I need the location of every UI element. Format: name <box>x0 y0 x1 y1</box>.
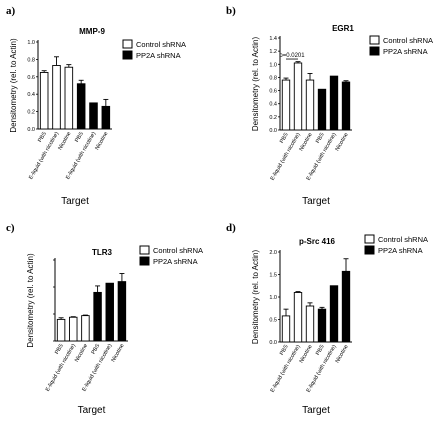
bar <box>52 65 61 130</box>
x-tick-label: PBS <box>54 343 65 356</box>
chart-title: EGR1 <box>332 24 354 33</box>
chart-title: MMP-9 <box>79 27 105 36</box>
legend-swatch <box>139 245 150 255</box>
y-tick-label: 0.0 <box>269 340 277 346</box>
bar <box>305 305 315 343</box>
legend-swatch <box>122 39 133 49</box>
x-tick-label: PBS <box>315 344 326 357</box>
x-axis-label: Target <box>78 405 106 416</box>
bar <box>105 282 114 342</box>
panel-label: b) <box>226 5 236 17</box>
legend-label: PP2A shRNA <box>136 51 181 60</box>
bar <box>101 105 111 130</box>
chart-mmp9: MMP-9 0.0 0.2 0.4 0.6 0.8 1.0 Densitometry (rel… <box>9 27 186 207</box>
legend-label: Control shRNA <box>378 235 428 244</box>
chart-egr1: EGR1 0.0 0.2 0.4 0.6 0.8 1.0 1.2 1.4 Densitometry… <box>251 24 433 207</box>
y-tick-label: 0.6 <box>269 89 277 95</box>
y-tick-label: 0.4 <box>27 92 35 98</box>
legend-swatch <box>369 35 380 45</box>
chart-psrc416: p-Src 416 0.0 0.5 1.0 1.5 2.0 Densitometry (re… <box>251 234 428 416</box>
legend-label: Control shRNA <box>383 36 433 45</box>
legend-swatch <box>369 46 380 56</box>
panel-label: d) <box>226 222 236 234</box>
panel-b: b) EGR1 0.0 0.2 0.4 0.6 0.8 1.0 1.2 1.4 Densitome… <box>220 0 440 209</box>
x-tick-label: PBS <box>279 132 290 145</box>
y-tick-label: 0.5 <box>269 318 277 324</box>
chart-title: TLR3 <box>92 248 113 257</box>
bar <box>89 102 98 130</box>
bar <box>281 315 291 343</box>
bar <box>64 66 74 130</box>
y-tick-label: 0.0 <box>27 127 35 133</box>
y-tick-label: 1.5 <box>269 273 277 279</box>
bar <box>341 81 351 131</box>
legend-label: PP2A shRNA <box>383 47 428 56</box>
bar <box>93 291 102 342</box>
x-tick-label: PBS <box>279 344 290 357</box>
x-axis-label: Target <box>61 196 89 207</box>
legend-label: PP2A shRNA <box>378 246 423 255</box>
legend-label: Control shRNA <box>136 40 186 49</box>
panel-c: c) TLR3 Densitometry (rel. to Actin) PBS E-… <box>0 209 220 418</box>
bar <box>281 79 291 131</box>
chart-title: p-Src 416 <box>299 237 336 246</box>
bar <box>317 308 327 343</box>
bar <box>56 318 66 342</box>
panel-a: a) MMP-9 0.0 0.2 0.4 0.6 0.8 1.0 Densitometry (… <box>0 0 220 209</box>
x-tick-label: PBS <box>91 343 102 356</box>
y-tick-label: 0.2 <box>269 115 277 121</box>
x-tick-label: PBS <box>37 131 48 144</box>
bar <box>329 75 339 131</box>
panel-d: d) p-Src 416 0.0 0.5 1.0 1.5 2.0 Densitometry … <box>220 209 440 418</box>
bar <box>69 316 78 342</box>
x-tick-label: PBS <box>315 132 326 145</box>
y-tick-label: 0.4 <box>269 102 277 108</box>
y-tick-label: 0.6 <box>27 75 35 81</box>
y-axis-label: Densitometry (rel. to Actin) <box>251 37 260 132</box>
y-axis-label: Densitometry (rel. to Actin) <box>26 253 35 348</box>
significance-label: p=0.0201 <box>279 53 305 59</box>
bar <box>341 270 351 343</box>
y-tick-label: 1.0 <box>27 40 35 46</box>
bar <box>117 281 127 342</box>
y-tick-label: 0.0 <box>269 128 277 134</box>
legend-label: Control shRNA <box>153 246 203 255</box>
y-axis-label: Densitometry (rel. to Actin) <box>251 250 260 345</box>
panel-label: c) <box>6 222 15 234</box>
y-tick-label: 1.0 <box>269 62 277 68</box>
bar <box>329 285 339 343</box>
panel-label: a) <box>6 5 16 17</box>
legend-swatch <box>139 256 150 266</box>
bar <box>81 315 90 342</box>
y-axis-label: Densitometry (rel. to Actin) <box>9 38 18 133</box>
y-tick-label: 2.0 <box>269 250 277 256</box>
bar <box>305 79 315 131</box>
y-tick-label: 0.8 <box>27 57 35 63</box>
y-tick-label: 1.2 <box>269 49 277 55</box>
y-tick-label: 1.0 <box>269 295 277 301</box>
legend-swatch <box>364 245 375 255</box>
x-axis-label: Target <box>302 196 330 207</box>
legend-swatch <box>122 50 133 60</box>
legend-label: PP2A shRNA <box>153 257 198 266</box>
y-tick-label: 1.4 <box>269 36 277 42</box>
legend-swatch <box>364 234 375 244</box>
bar <box>76 83 86 130</box>
x-tick-label: PBS <box>74 131 85 144</box>
bar <box>317 88 327 131</box>
y-tick-label: 0.8 <box>269 75 277 81</box>
y-tick-label: 0.2 <box>27 110 35 116</box>
bar <box>293 62 303 131</box>
bar <box>39 71 49 130</box>
bar <box>293 292 303 343</box>
x-axis-label: Target <box>302 405 330 416</box>
